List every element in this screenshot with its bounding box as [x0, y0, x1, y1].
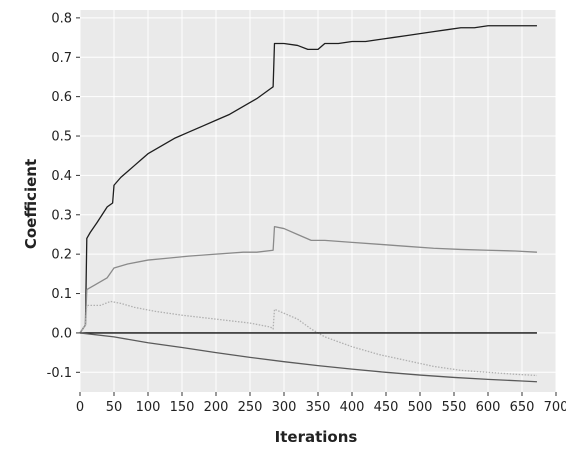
y-axis-ticks: -0.1 0.0 0.1 0.2 0.3 0.4 0.5 0.6 0.7 0.8 [47, 11, 80, 381]
y-tick-label: 0.7 [51, 51, 72, 66]
series-line-1 [79, 25, 537, 334]
y-tick-label: 0.6 [51, 90, 72, 105]
y-tick-label: 0.1 [51, 287, 72, 302]
x-tick-label: 650 [510, 400, 535, 415]
x-tick-label: 50 [106, 400, 123, 415]
x-tick-label: 100 [136, 400, 161, 415]
x-tick-label: 350 [306, 400, 331, 415]
series-line-3 [79, 300, 537, 377]
x-tick-label: 150 [170, 400, 195, 415]
x-axis-ticks: 0 50 100 150 200 250 300 350 400 450 500 550 600 650 7… [76, 392, 566, 415]
x-tick-label: 300 [272, 400, 297, 415]
x-tick-label: 500 [408, 400, 433, 415]
x-tick-label: 700 [544, 400, 566, 415]
x-tick-label: 250 [238, 400, 263, 415]
x-tick-label: 200 [204, 400, 229, 415]
y-tick-label: 0.2 [51, 248, 72, 263]
x-tick-label: 450 [374, 400, 399, 415]
x-tick-label: 600 [476, 400, 501, 415]
x-tick-label: 550 [442, 400, 467, 415]
grid-lines [79, 10, 557, 392]
y-tick-label: 0.8 [51, 11, 72, 26]
x-tick-label: 400 [340, 400, 365, 415]
y-axis-label: Coefficient [22, 159, 40, 249]
y-tick-label: 0.5 [51, 130, 72, 145]
x-tick-label: 0 [76, 400, 84, 415]
series-line-5 [79, 332, 537, 383]
x-axis-label: Iterations [275, 428, 358, 446]
y-tick-label: -0.1 [47, 366, 72, 381]
series-line-2 [79, 225, 537, 334]
series-layer [79, 25, 537, 383]
y-tick-label: 0.0 [51, 326, 72, 341]
y-tick-label: 0.3 [51, 208, 72, 223]
y-tick-label: 0.4 [51, 169, 72, 184]
